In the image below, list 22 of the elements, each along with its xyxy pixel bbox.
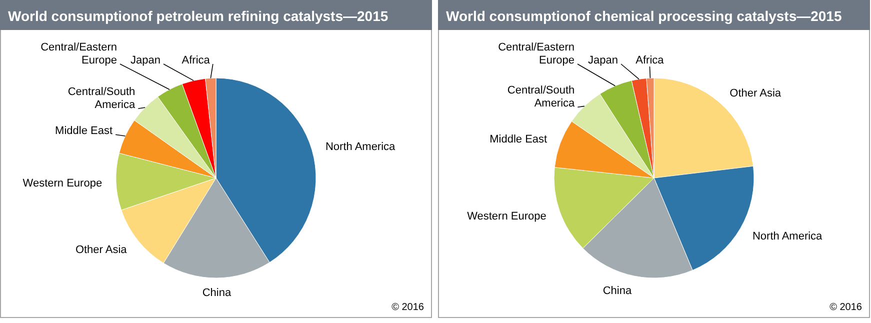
slice-label: Western Europe [22, 177, 102, 190]
slice-label: Other Asia [75, 244, 128, 256]
slice-label: Africa [182, 54, 211, 66]
slice-label: Africa [636, 54, 665, 66]
slice-label: North America [325, 141, 396, 154]
slice-label: Middle East [490, 133, 548, 146]
slice-label: Central/Eastern Europe [40, 42, 118, 66]
slice-label: Central/South America [68, 86, 136, 112]
slice-label: Central/Eastern Europe [498, 42, 575, 66]
slice-label: Japan [130, 54, 161, 66]
slice-label: China [602, 284, 632, 297]
chart-title: World consumptionof chemical processing catalysts—2015 [446, 8, 842, 24]
slice-label: Western Europe [467, 210, 546, 223]
text: © 2016 [830, 302, 862, 313]
chart-title: World consumptionof petroleum refining catalysts—2015 [8, 8, 388, 24]
slice-label: Central/South America [507, 84, 576, 110]
slice-label: China [202, 287, 232, 299]
slice-label: North America [752, 230, 824, 242]
slice-label: Japan [588, 54, 618, 66]
text: © 2016 [392, 302, 424, 313]
slice-label: Other Asia [730, 88, 782, 100]
slice-label: Middle East [55, 125, 113, 138]
